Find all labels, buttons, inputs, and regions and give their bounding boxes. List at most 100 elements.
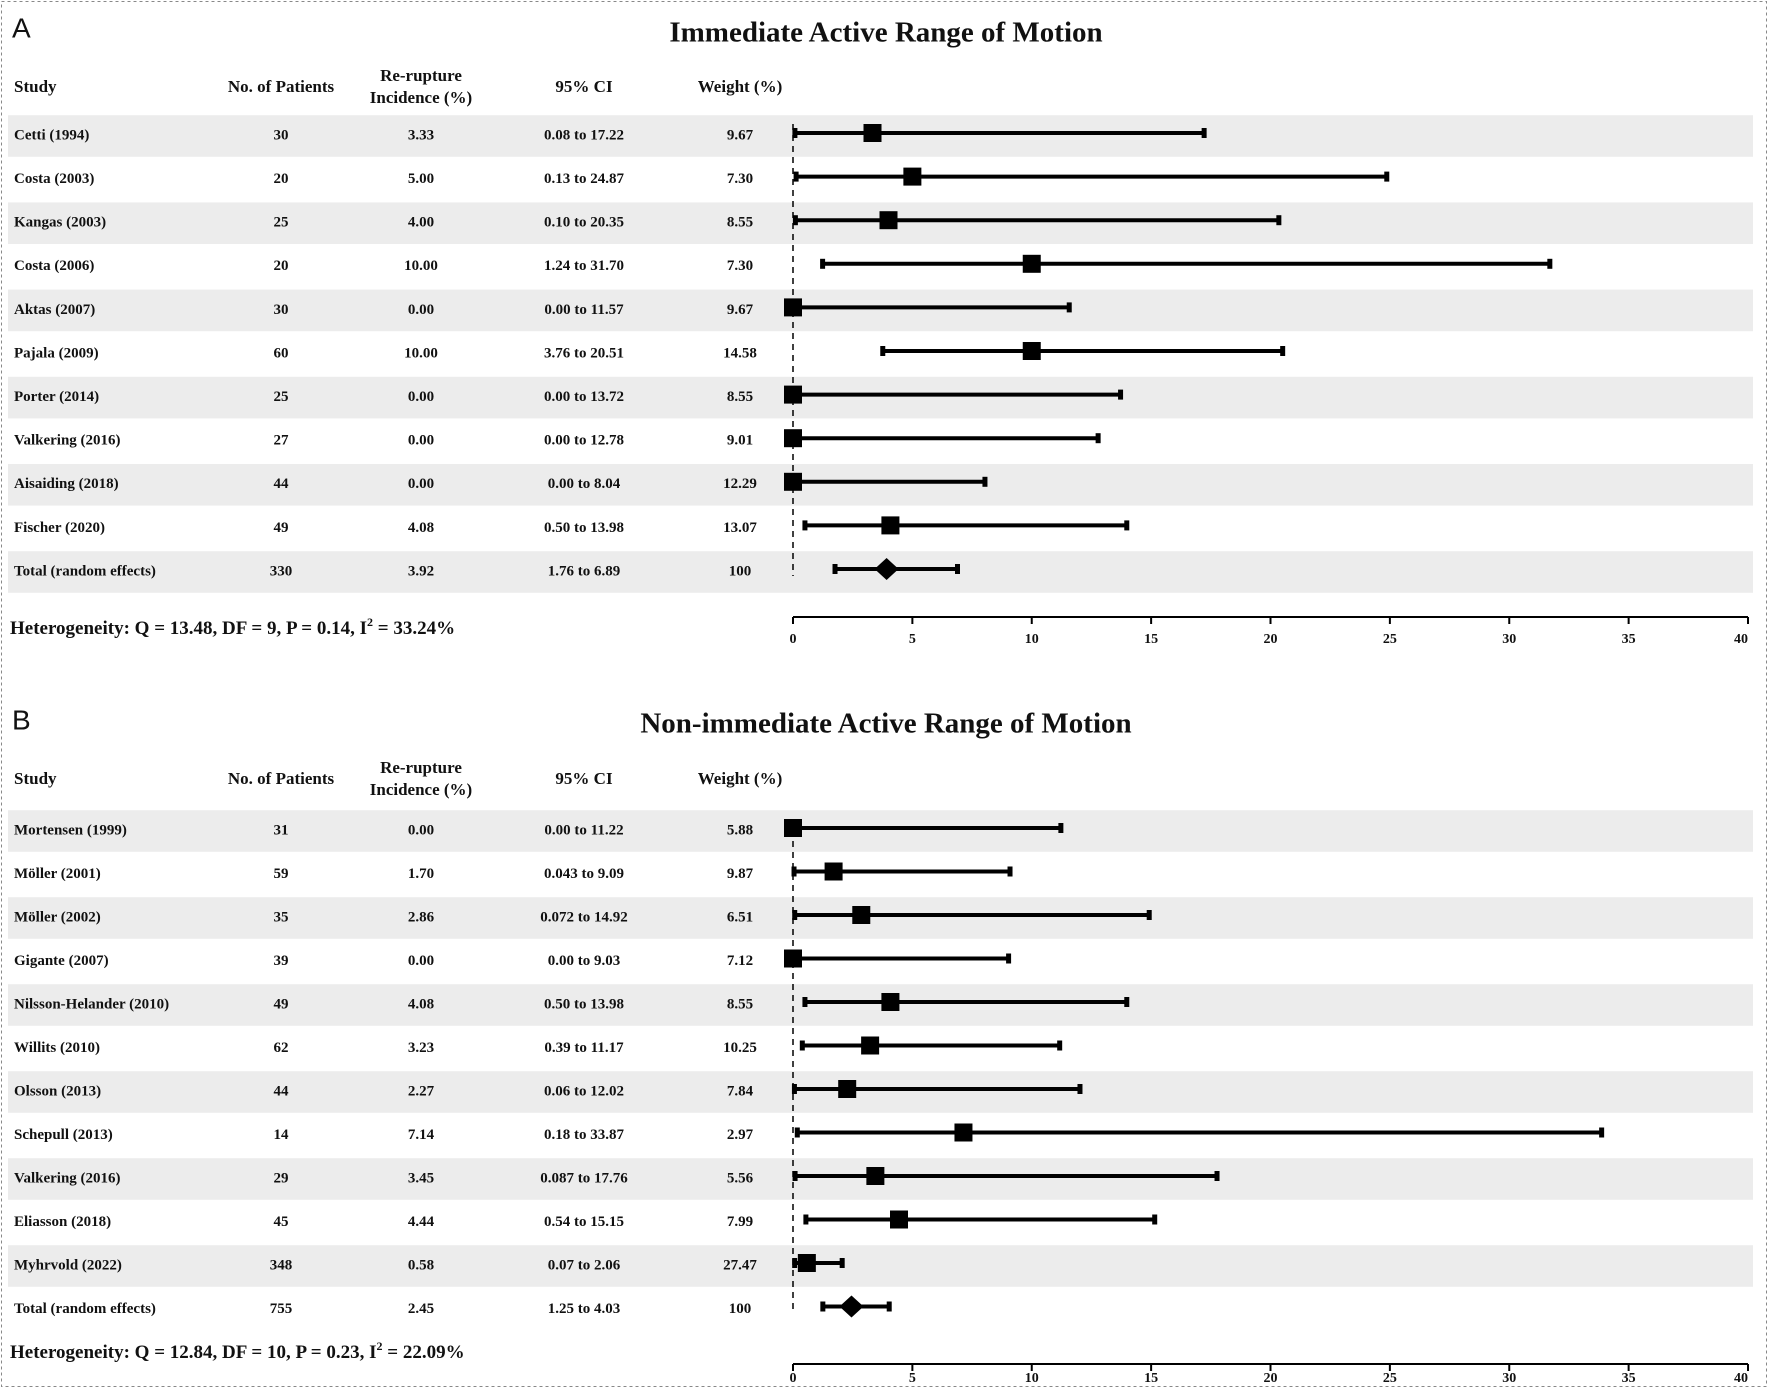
ci-cell: 0.00 to 11.22 <box>544 822 623 838</box>
weight-cell: 6.51 <box>727 909 753 925</box>
ci-cap <box>1006 953 1012 964</box>
incidence-cell: 4.00 <box>408 215 434 231</box>
effect-square <box>784 429 802 448</box>
heterogeneity-superscript: 2 <box>367 615 373 629</box>
ci-cell: 0.043 to 9.09 <box>544 866 624 882</box>
ci-cap <box>1007 866 1013 877</box>
ci-cap <box>1124 520 1130 531</box>
ci-cap <box>792 215 798 226</box>
x-tick-label: 20 <box>1264 1371 1278 1386</box>
x-tick-label: 5 <box>909 632 916 647</box>
ci-cap <box>792 1258 798 1268</box>
ci-cell: 0.18 to 33.87 <box>544 1127 624 1143</box>
weight-cell: 7.12 <box>727 953 753 969</box>
ci-cap <box>792 910 798 920</box>
ci-cap <box>799 1040 805 1051</box>
ci-cap <box>1201 128 1207 138</box>
ci-cap <box>1066 302 1072 313</box>
patients-cell: 62 <box>274 1040 289 1056</box>
ci-cap <box>794 1127 800 1138</box>
ci-cell: 1.76 to 6.89 <box>548 563 621 579</box>
heterogeneity-text: Heterogeneity: Q = 13.48, DF = 9, P = 0.… <box>10 618 367 639</box>
ci-cap <box>1280 346 1286 356</box>
incidence-cell: 3.33 <box>408 127 434 143</box>
incidence-cell: 10.00 <box>404 345 438 361</box>
incidence-cell: 2.86 <box>408 909 435 925</box>
effect-square <box>1022 254 1041 273</box>
ci-cap <box>839 1258 845 1268</box>
pooled-diamond <box>839 1295 864 1318</box>
effect-square <box>881 516 900 535</box>
ci-cap <box>954 564 960 574</box>
effect-square <box>954 1123 973 1142</box>
patients-cell: 348 <box>270 1257 293 1273</box>
weight-cell: 7.99 <box>727 1214 753 1230</box>
weight-cell: 8.55 <box>727 996 753 1012</box>
column-header: No. of Patients <box>228 769 335 788</box>
ci-cell: 0.072 to 14.92 <box>540 909 628 925</box>
row-band <box>8 897 1753 939</box>
x-tick-label: 5 <box>909 1371 916 1386</box>
heterogeneity: Heterogeneity: Q = 12.84, DF = 10, P = 0… <box>10 1339 465 1364</box>
panel-letter: B <box>12 704 31 735</box>
ci-cap <box>1599 1127 1605 1138</box>
incidence-cell: 2.27 <box>408 1083 435 1099</box>
x-tick-label: 35 <box>1622 632 1636 647</box>
ci-cell: 0.00 to 13.72 <box>544 389 624 405</box>
ci-cell: 0.00 to 9.03 <box>548 953 621 969</box>
weight-cell: 8.55 <box>727 389 753 405</box>
panel-title: Immediate Active Range of Motion <box>669 17 1102 49</box>
patients-cell: 25 <box>274 215 289 231</box>
row-band <box>8 810 1753 852</box>
row-band <box>8 1245 1753 1287</box>
column-header: Weight (%) <box>698 77 783 96</box>
patients-cell: 45 <box>274 1214 289 1230</box>
weight-cell: 9.67 <box>727 302 754 318</box>
heterogeneity-superscript: 2 <box>377 1339 383 1353</box>
x-tick-label: 15 <box>1144 1371 1158 1386</box>
ci-cap <box>1124 997 1130 1007</box>
ci-cap <box>791 1084 797 1094</box>
effect-square <box>866 1167 885 1185</box>
effect-square <box>1022 342 1041 360</box>
heterogeneity-suffix: = 22.09% <box>383 1342 465 1363</box>
ci-cap <box>1384 171 1390 182</box>
x-tick-label: 10 <box>1025 1371 1039 1386</box>
incidence-cell: 0.58 <box>408 1257 434 1273</box>
patients-cell: 330 <box>270 563 293 579</box>
weight-cell: 100 <box>729 1301 752 1317</box>
study-label: Total (random effects) <box>14 563 156 579</box>
column-header: Re-rupture <box>380 758 462 777</box>
study-label: Möller (2002) <box>14 909 101 925</box>
weight-cell: 10.25 <box>723 1040 757 1056</box>
heterogeneity-text: Heterogeneity: Q = 12.84, DF = 10, P = 0… <box>10 1342 377 1363</box>
x-tick-label: 35 <box>1622 1371 1636 1386</box>
ci-cell: 0.07 to 2.06 <box>548 1257 621 1273</box>
patients-cell: 20 <box>274 171 289 187</box>
column-header: Weight (%) <box>698 769 783 788</box>
study-label: Aisaiding (2018) <box>14 476 119 492</box>
ci-cap <box>886 1301 892 1312</box>
incidence-cell: 0.00 <box>408 302 434 318</box>
patients-cell: 755 <box>270 1301 293 1317</box>
x-tick-label: 0 <box>790 1371 797 1386</box>
column-header: 95% CI <box>555 769 613 788</box>
ci-cap <box>820 258 826 269</box>
ci-cap <box>1058 823 1064 833</box>
x-tick-label: 30 <box>1502 1371 1516 1386</box>
effect-square <box>784 472 802 491</box>
ci-cap <box>1077 1084 1083 1094</box>
patients-cell: 35 <box>274 909 289 925</box>
effect-square <box>824 862 843 881</box>
weight-cell: 27.47 <box>723 1257 757 1273</box>
study-label: Olsson (2013) <box>14 1083 101 1099</box>
ci-cap <box>1095 433 1101 444</box>
heterogeneity: Heterogeneity: Q = 13.48, DF = 9, P = 0.… <box>10 615 455 640</box>
column-header: Re-rupture <box>380 66 462 85</box>
patients-cell: 59 <box>274 866 289 882</box>
incidence-cell: 4.44 <box>408 1214 435 1230</box>
x-tick-label: 25 <box>1383 632 1397 647</box>
ci-cap <box>1118 389 1124 400</box>
